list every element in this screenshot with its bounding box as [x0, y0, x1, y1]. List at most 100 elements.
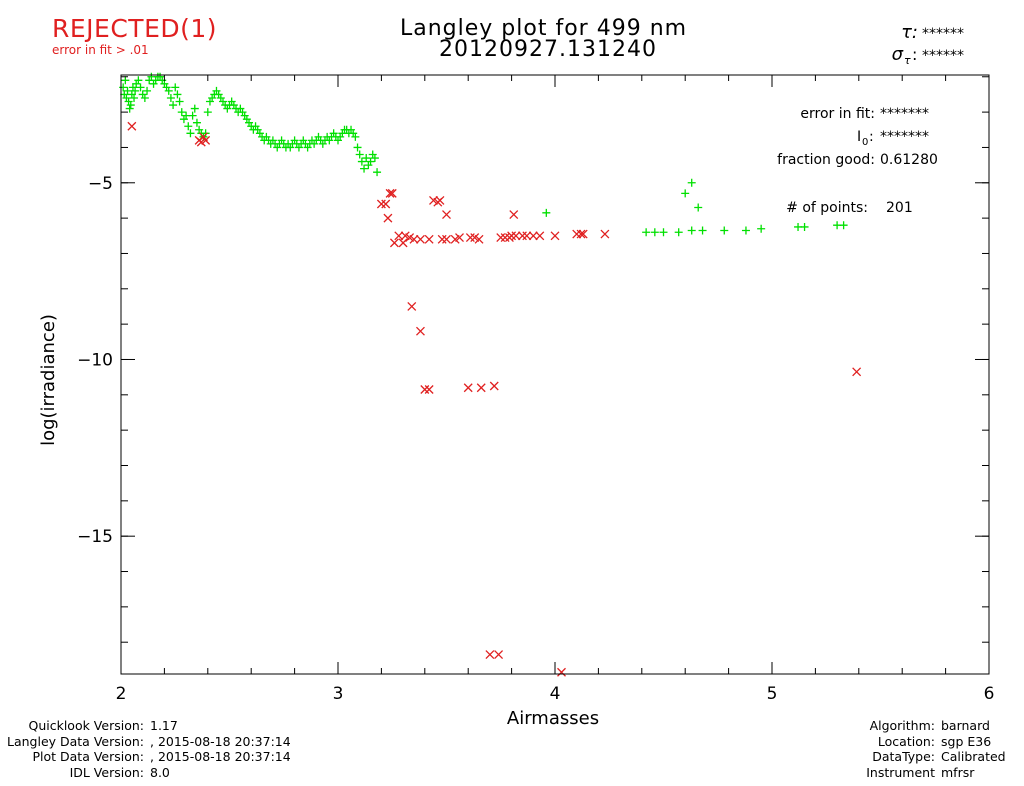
good-point: [131, 86, 140, 95]
points-value: 201: [886, 200, 913, 216]
rejected-point: [474, 234, 484, 244]
fraction-good-label: fraction good:: [777, 152, 875, 168]
rejected-point: [424, 234, 434, 244]
footer-value: 8.0: [150, 764, 170, 780]
good-point: [203, 108, 212, 117]
rejected-point: [522, 231, 532, 241]
rejected-point: [535, 231, 545, 241]
good-point: [370, 154, 379, 163]
plot-subtitle: 20120927.131240: [439, 37, 657, 62]
rejected-point: [600, 229, 610, 239]
rejected-point: [496, 233, 506, 243]
rejected-point: [385, 188, 395, 198]
plot-title: Langley plot for 499 nm: [400, 16, 688, 41]
rejected-point: [387, 188, 397, 198]
y-tick-label: −5: [88, 174, 113, 194]
good-point: [192, 118, 201, 127]
good-point: [642, 228, 651, 237]
good-point: [130, 93, 139, 102]
rejected-point: [494, 650, 504, 660]
rejected-point: [420, 385, 430, 394]
good-point: [360, 164, 369, 173]
rejected-point: [509, 210, 519, 220]
good-point: [134, 76, 143, 85]
error-in-fit-value: *******: [880, 106, 929, 122]
rejected-point: [852, 367, 862, 377]
status-reason: error in fit > .01: [52, 43, 149, 57]
good-point: [201, 129, 210, 138]
good-point: [121, 76, 130, 85]
rejected-point: [409, 234, 419, 244]
rejected-point: [435, 195, 445, 205]
rejected-point: [489, 381, 499, 391]
footer-value: sgp E36: [941, 733, 992, 749]
good-point: [373, 168, 382, 177]
good-point: [136, 83, 145, 92]
rejected-point: [500, 233, 510, 243]
rejected-point: [398, 238, 408, 248]
good-point: [126, 101, 135, 110]
rejected-point: [517, 231, 527, 241]
rejected-point: [576, 229, 586, 239]
rejected-point: [572, 229, 582, 239]
rejected-point: [528, 231, 538, 241]
good-point: [177, 108, 186, 117]
fraction-good-value: 0.61280: [880, 152, 938, 168]
rejected-point: [407, 302, 417, 311]
good-point: [188, 111, 197, 120]
y-tick-label: −10: [77, 350, 113, 370]
error-in-fit-label: error in fit:: [800, 106, 875, 122]
rejected-point: [424, 385, 434, 394]
footer-value: , 2015-08-18 20:37:14: [150, 749, 291, 764]
good-point: [186, 129, 195, 138]
footer-label: Algorithm:: [869, 718, 935, 733]
rejected-point: [201, 135, 211, 145]
axis-ticks: 2 3 4 5 6 −5 −10 −15: [77, 75, 994, 704]
rejected-point: [557, 667, 566, 677]
sigma-label: σ: [892, 44, 904, 65]
good-point: [687, 226, 696, 235]
footer-value: , 2015-08-18 20:37:14: [150, 733, 291, 749]
footer-value: mfrsr: [941, 764, 975, 780]
rejected-point: [507, 231, 517, 241]
rejected-point: [455, 233, 464, 243]
good-point: [143, 86, 152, 95]
good-point: [175, 97, 184, 106]
good-point: [741, 226, 750, 235]
good-point: [720, 226, 729, 235]
good-point: [659, 228, 668, 237]
good-point: [650, 228, 659, 237]
rejected-point: [476, 383, 486, 393]
x-tick-label: 2: [116, 684, 127, 704]
rejected-point: [389, 238, 399, 248]
rejected-point: [416, 234, 425, 244]
footer-label: Quicklook Version:: [28, 718, 144, 733]
good-point: [123, 86, 132, 95]
rejected-point: [550, 231, 560, 241]
good-point: [351, 132, 360, 141]
footer-label: Location:: [877, 733, 935, 749]
good-point: [687, 178, 696, 187]
good-point: [119, 83, 128, 92]
x-axis-label: Airmasses: [507, 708, 599, 729]
rejected-point: [465, 233, 475, 243]
rejected-point: [442, 210, 451, 220]
i0-value: *******: [880, 129, 929, 145]
rejected-point: [578, 229, 588, 239]
good-point: [190, 104, 199, 113]
sigma-value: ******: [922, 48, 964, 64]
good-point: [169, 101, 178, 110]
good-point: [125, 104, 134, 113]
good-point: [357, 157, 366, 166]
i0-label: I: [857, 129, 861, 145]
good-point: [166, 93, 175, 102]
footer-label: DataType:: [872, 749, 935, 764]
rejected-point: [437, 234, 447, 244]
x-tick-label: 6: [984, 684, 995, 704]
tau-label: τ:: [901, 22, 918, 43]
good-point: [694, 203, 703, 212]
good-point: [355, 150, 364, 159]
good-point: [171, 83, 180, 92]
sigma-subscript: τ: [904, 54, 911, 67]
footer-value: barnard: [941, 718, 990, 733]
